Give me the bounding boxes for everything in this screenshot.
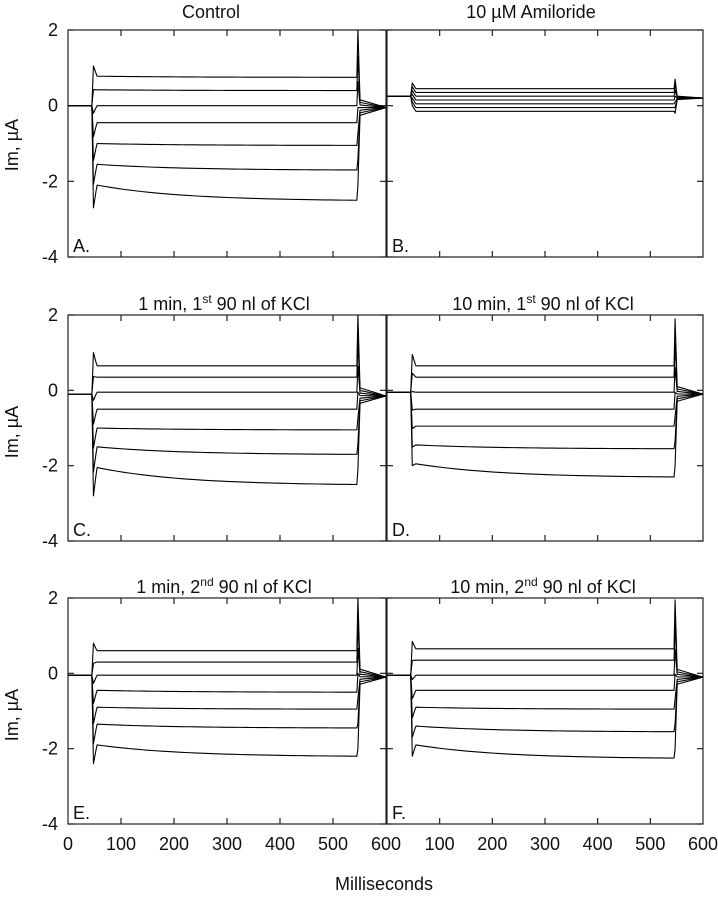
panel-letter: A. [73,236,90,256]
x-tick-label: 400 [583,834,613,854]
x-tick-label: 300 [212,834,242,854]
trace-step-7 [68,393,387,497]
panel-b-title: 10 µM Amiloride [466,2,595,22]
trace-step-7 [387,674,704,759]
x-tick-label: 500 [318,834,348,854]
y-tick-label: -2 [42,171,58,191]
panel-f-title: 10 min, 2nd 90 nl of KCl [450,575,635,597]
y-tick-label: 0 [48,663,58,683]
trace-step-4 [387,391,704,411]
trace-step-6 [68,674,387,745]
panel-letter: F. [392,803,406,823]
trace-step-1 [68,29,387,109]
trace-step-2 [68,340,387,397]
trace-step-7 [387,391,704,478]
panel-f: 100 200 300 400 500 600 F. [386,597,718,854]
trace-step-7 [387,95,704,114]
trace-step-5 [68,105,387,162]
trace-step-5 [387,391,704,430]
x-tick-label: 100 [425,834,455,854]
panel-e-title: 1 min, 2nd 90 nl of KCl [136,575,311,597]
panel-b-frame [386,29,704,258]
trace-step-1 [68,314,387,397]
panel-e-frame [67,597,387,825]
trace-step-4 [68,105,386,138]
trace-step-5 [387,674,704,719]
trace-step-1 [387,599,704,678]
trace-step-3 [68,365,387,401]
trace-step-1 [387,318,704,395]
y-tick-label: 0 [48,96,58,116]
trace-step-5 [68,393,387,449]
panel-d-frame [386,314,704,542]
trace-step-2 [68,622,387,678]
trace-step-6 [387,391,704,450]
trace-step-6 [387,95,704,109]
y-tick-label: 2 [48,20,58,40]
y-axis-label-top: Im, µA [2,119,22,171]
trace-step-7 [68,105,387,209]
x-tick-label: 0 [63,834,73,854]
trace-step-3 [68,647,387,684]
panel-letter: B. [392,236,409,256]
x-tick-label: 200 [477,834,507,854]
panel-a-title: Control [182,2,240,22]
trace-step-2 [387,84,704,99]
panel-a: 2 0 -2 -4 A. [42,20,387,267]
y-axis-label-bottom: Im, µA [2,689,22,741]
trace-step-6 [387,674,704,738]
x-tick-label: 200 [159,834,189,854]
trace-step-3 [387,89,704,99]
trace-step-6 [68,105,387,185]
panel-c: 2 0 -2 -4 C. [42,305,387,551]
trace-step-3 [387,367,704,395]
panel-f-frame [386,597,704,825]
x-tick-label: 600 [371,834,401,854]
y-tick-label: -2 [42,456,58,476]
y-tick-label: 2 [48,588,58,608]
y-tick-label: 0 [48,380,58,400]
trace-step-7 [68,674,387,765]
y-tick-label: -4 [42,531,58,551]
trace-step-6 [68,393,387,473]
x-tick-label: 500 [635,834,665,854]
trace-step-1 [387,78,704,99]
panel-d: D. [386,314,704,542]
trace-step-5 [387,95,704,105]
y-axis-label-middle: Im, µA [2,406,22,458]
y-tick-label: -4 [42,814,58,834]
x-tick-label: 400 [265,834,295,854]
panel-letter: C. [73,520,91,540]
x-tick-label: 600 [688,834,718,854]
trace-step-3 [68,81,387,114]
trace-step-2 [68,55,387,109]
panel-c-title: 1 min, 1st 90 nl of KCl [138,292,309,314]
trace-step-3 [387,648,704,681]
panel-letter: D. [392,520,410,540]
trace-step-5 [68,674,387,725]
panels-group: 20-2-4A. B.20-2-4C. D.20-2-40 100 200 300 400 5… [42,20,718,854]
y-tick-label: 2 [48,305,58,325]
trace-step-4 [387,93,704,101]
trace-step-2 [387,624,704,678]
trace-step-4 [68,672,387,705]
x-axis-label: Milliseconds [335,874,433,894]
panel-letter: E. [73,803,90,823]
trace-step-2 [387,342,704,395]
trace-step-4 [387,673,704,700]
y-tick-label: -4 [42,247,58,267]
trace-step-1 [68,597,387,678]
panel-d-title: 10 min, 1st 90 nl of KCl [452,292,633,314]
panel-b: B. [386,29,704,258]
x-tick-label: 100 [106,834,136,854]
x-tick-label: 300 [530,834,560,854]
trace-step-4 [68,391,387,425]
y-tick-label: -2 [42,739,58,759]
